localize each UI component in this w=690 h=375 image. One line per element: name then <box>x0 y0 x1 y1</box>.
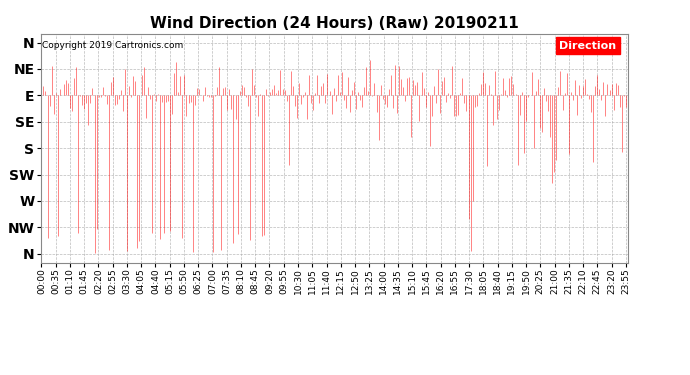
Text: Direction: Direction <box>559 40 616 51</box>
Title: Wind Direction (24 Hours) (Raw) 20190211: Wind Direction (24 Hours) (Raw) 20190211 <box>150 16 519 31</box>
Text: Copyright 2019 Cartronics.com: Copyright 2019 Cartronics.com <box>42 40 184 50</box>
